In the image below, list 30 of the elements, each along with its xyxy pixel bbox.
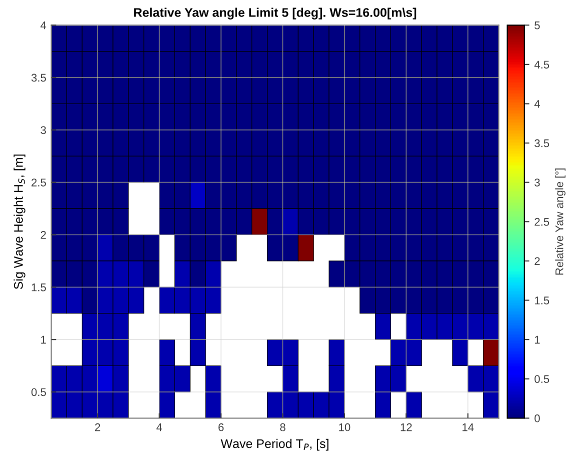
y-tick-label: 2.5 — [32, 178, 46, 186]
color-bar-label: 2.5 — [534, 218, 550, 226]
color-bar-label: 1.5 — [534, 296, 550, 304]
y-tick-label: 1 — [41, 336, 46, 344]
x-tick-label: 12 — [400, 423, 412, 432]
color-bar-label: 0.5 — [534, 375, 550, 383]
color-bar-label: 2 — [534, 257, 540, 265]
chart-title: Relative Yaw angle Limit 5 [deg]. Ws=16.00[m\s] — [134, 8, 416, 20]
x-tick-label: 6 — [218, 423, 224, 432]
y-tick-label: 0.5 — [31, 388, 46, 396]
color-bar-label: 3 — [534, 178, 540, 186]
x-axis-title: Wave Period T$_{P}$, [s] — [220, 438, 328, 451]
color-bar-label: 4 — [534, 100, 540, 108]
x-tick-label: 10 — [339, 423, 350, 432]
color-bar-label: 5 — [534, 22, 540, 30]
color-bar-title: Relative Yaw angle [°] — [555, 168, 566, 275]
x-tick-label: 8 — [280, 423, 286, 432]
y-tick-label: 3 — [40, 126, 46, 134]
color-bar-label: 0 — [534, 414, 540, 422]
x-tick-label: 4 — [156, 423, 162, 432]
y-tick-label: 4 — [40, 22, 46, 30]
color-bar-label: 4.5 — [534, 60, 550, 69]
y-tick-label: 3.5 — [31, 74, 46, 82]
y-axis-title: Sig Wave Height H$_{S}$, [m] — [14, 154, 26, 290]
x-tick-label: 14 — [462, 423, 474, 432]
color-bar-label: 3.5 — [534, 139, 550, 148]
y-tick-label: 1.5 — [32, 284, 46, 292]
y-tick-label: 2 — [40, 231, 46, 239]
x-tick-label: 2 — [95, 423, 100, 432]
color-bar-label: 1 — [534, 336, 540, 344]
